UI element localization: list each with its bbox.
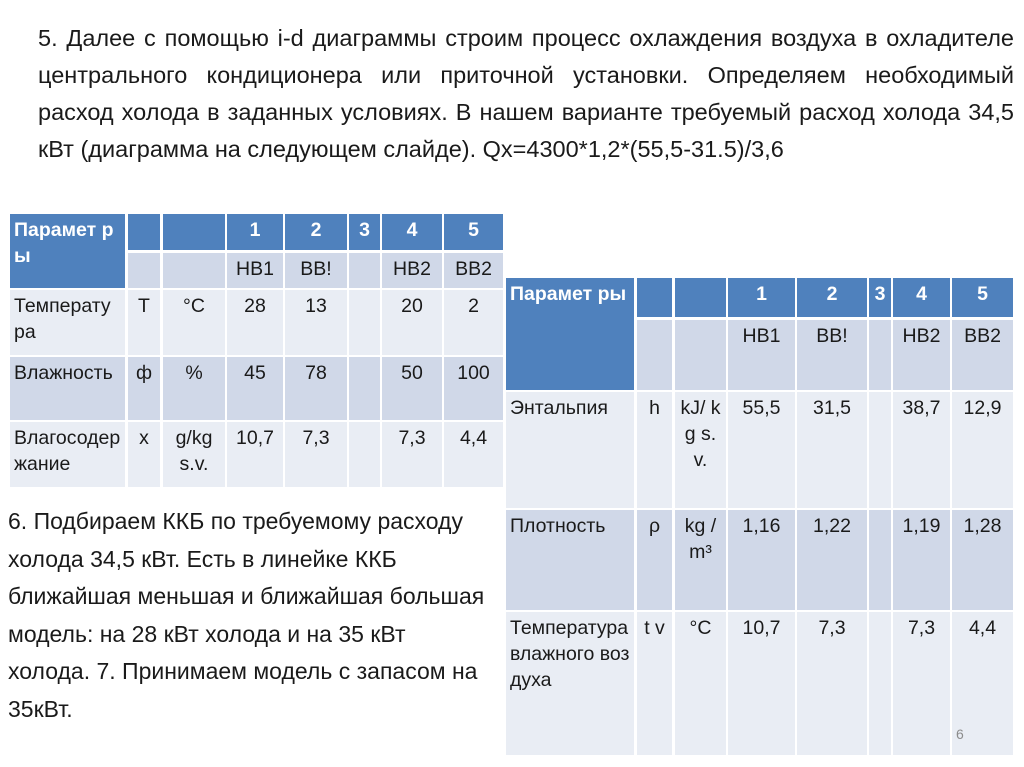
row-unit: % <box>163 357 225 420</box>
point-number: 1 <box>728 278 795 317</box>
row-value <box>869 510 891 610</box>
row-value: 45 <box>227 357 283 420</box>
subheader-cell <box>637 320 672 390</box>
point-number: 2 <box>797 278 867 317</box>
row-unit: g/kg s.v. <box>163 422 225 487</box>
row-value: 4,4 <box>444 422 503 487</box>
point-number: 4 <box>893 278 950 317</box>
row-value: 78 <box>285 357 347 420</box>
row-symbol: x <box>128 422 160 487</box>
slide-number: 6 <box>956 726 964 742</box>
row-value: 13 <box>285 290 347 355</box>
point-number: 1 <box>227 214 283 250</box>
row-value: 31,5 <box>797 392 867 508</box>
row-value: 38,7 <box>893 392 950 508</box>
point-label: ВВ2 <box>444 253 503 288</box>
row-symbol: t v <box>637 612 672 755</box>
row-value: 2 <box>444 290 503 355</box>
row-name: Температура влажного воздуха <box>506 612 634 755</box>
subheader-cell <box>128 253 160 288</box>
row-value <box>349 422 380 487</box>
point-label: ВВ! <box>285 253 347 288</box>
row-value: 12,9 <box>952 392 1013 508</box>
point-label: НВ2 <box>382 253 442 288</box>
row-name: Температура <box>10 290 125 355</box>
row-value: 7,3 <box>382 422 442 487</box>
row-value: 7,3 <box>797 612 867 755</box>
row-value: 20 <box>382 290 442 355</box>
row-value: 1,22 <box>797 510 867 610</box>
row-value: 1,16 <box>728 510 795 610</box>
row-name: Энтальпия <box>506 392 634 508</box>
row-value: 100 <box>444 357 503 420</box>
point-number: 5 <box>952 278 1013 317</box>
header-cell <box>163 214 225 250</box>
point-label: ВВ! <box>797 320 867 390</box>
row-value: 7,3 <box>285 422 347 487</box>
row-value: 50 <box>382 357 442 420</box>
header-parameters: Парамет ры <box>506 278 634 390</box>
row-value: 10,7 <box>227 422 283 487</box>
header-cell <box>128 214 160 250</box>
row-value: 55,5 <box>728 392 795 508</box>
row-unit: °C <box>163 290 225 355</box>
point-label: НВ2 <box>893 320 950 390</box>
row-symbol: ф <box>128 357 160 420</box>
header-cell <box>637 278 672 317</box>
row-value <box>349 357 380 420</box>
row-unit: kg /m³ <box>675 510 726 610</box>
row-value: 28 <box>227 290 283 355</box>
point-label: ВВ2 <box>952 320 1013 390</box>
point-number: 3 <box>869 278 891 317</box>
header-parameters: Парамет ры <box>10 214 125 288</box>
point-number: 2 <box>285 214 347 250</box>
selection-paragraph: 6. Подбираем ККБ по требуемому расходу х… <box>8 508 485 722</box>
row-value: 1,19 <box>893 510 950 610</box>
point-label <box>869 320 891 390</box>
point-number: 5 <box>444 214 503 250</box>
row-value: 7,3 <box>893 612 950 755</box>
row-name: Влагосодержание <box>10 422 125 487</box>
row-value: 1,28 <box>952 510 1013 610</box>
header-cell <box>675 278 726 317</box>
point-label <box>349 253 380 288</box>
row-value <box>349 290 380 355</box>
subheader-cell <box>163 253 225 288</box>
row-value <box>869 392 891 508</box>
row-name: Влажность <box>10 357 125 420</box>
row-unit: kJ/ kg s.v. <box>675 392 726 508</box>
row-symbol: T <box>128 290 160 355</box>
point-label: НВ1 <box>728 320 795 390</box>
row-name: Плотность <box>506 510 634 610</box>
point-label: НВ1 <box>227 253 283 288</box>
row-symbol: h <box>637 392 672 508</box>
row-unit: °C <box>675 612 726 755</box>
row-value: 4,4 <box>952 612 1013 755</box>
row-value: 10,7 <box>728 612 795 755</box>
row-value <box>869 612 891 755</box>
row-symbol: ρ <box>637 510 672 610</box>
point-number: 4 <box>382 214 442 250</box>
point-number: 3 <box>349 214 380 250</box>
subheader-cell <box>675 320 726 390</box>
intro-paragraph: 5. Далее с помощью i-d диаграммы строим … <box>38 25 1014 162</box>
